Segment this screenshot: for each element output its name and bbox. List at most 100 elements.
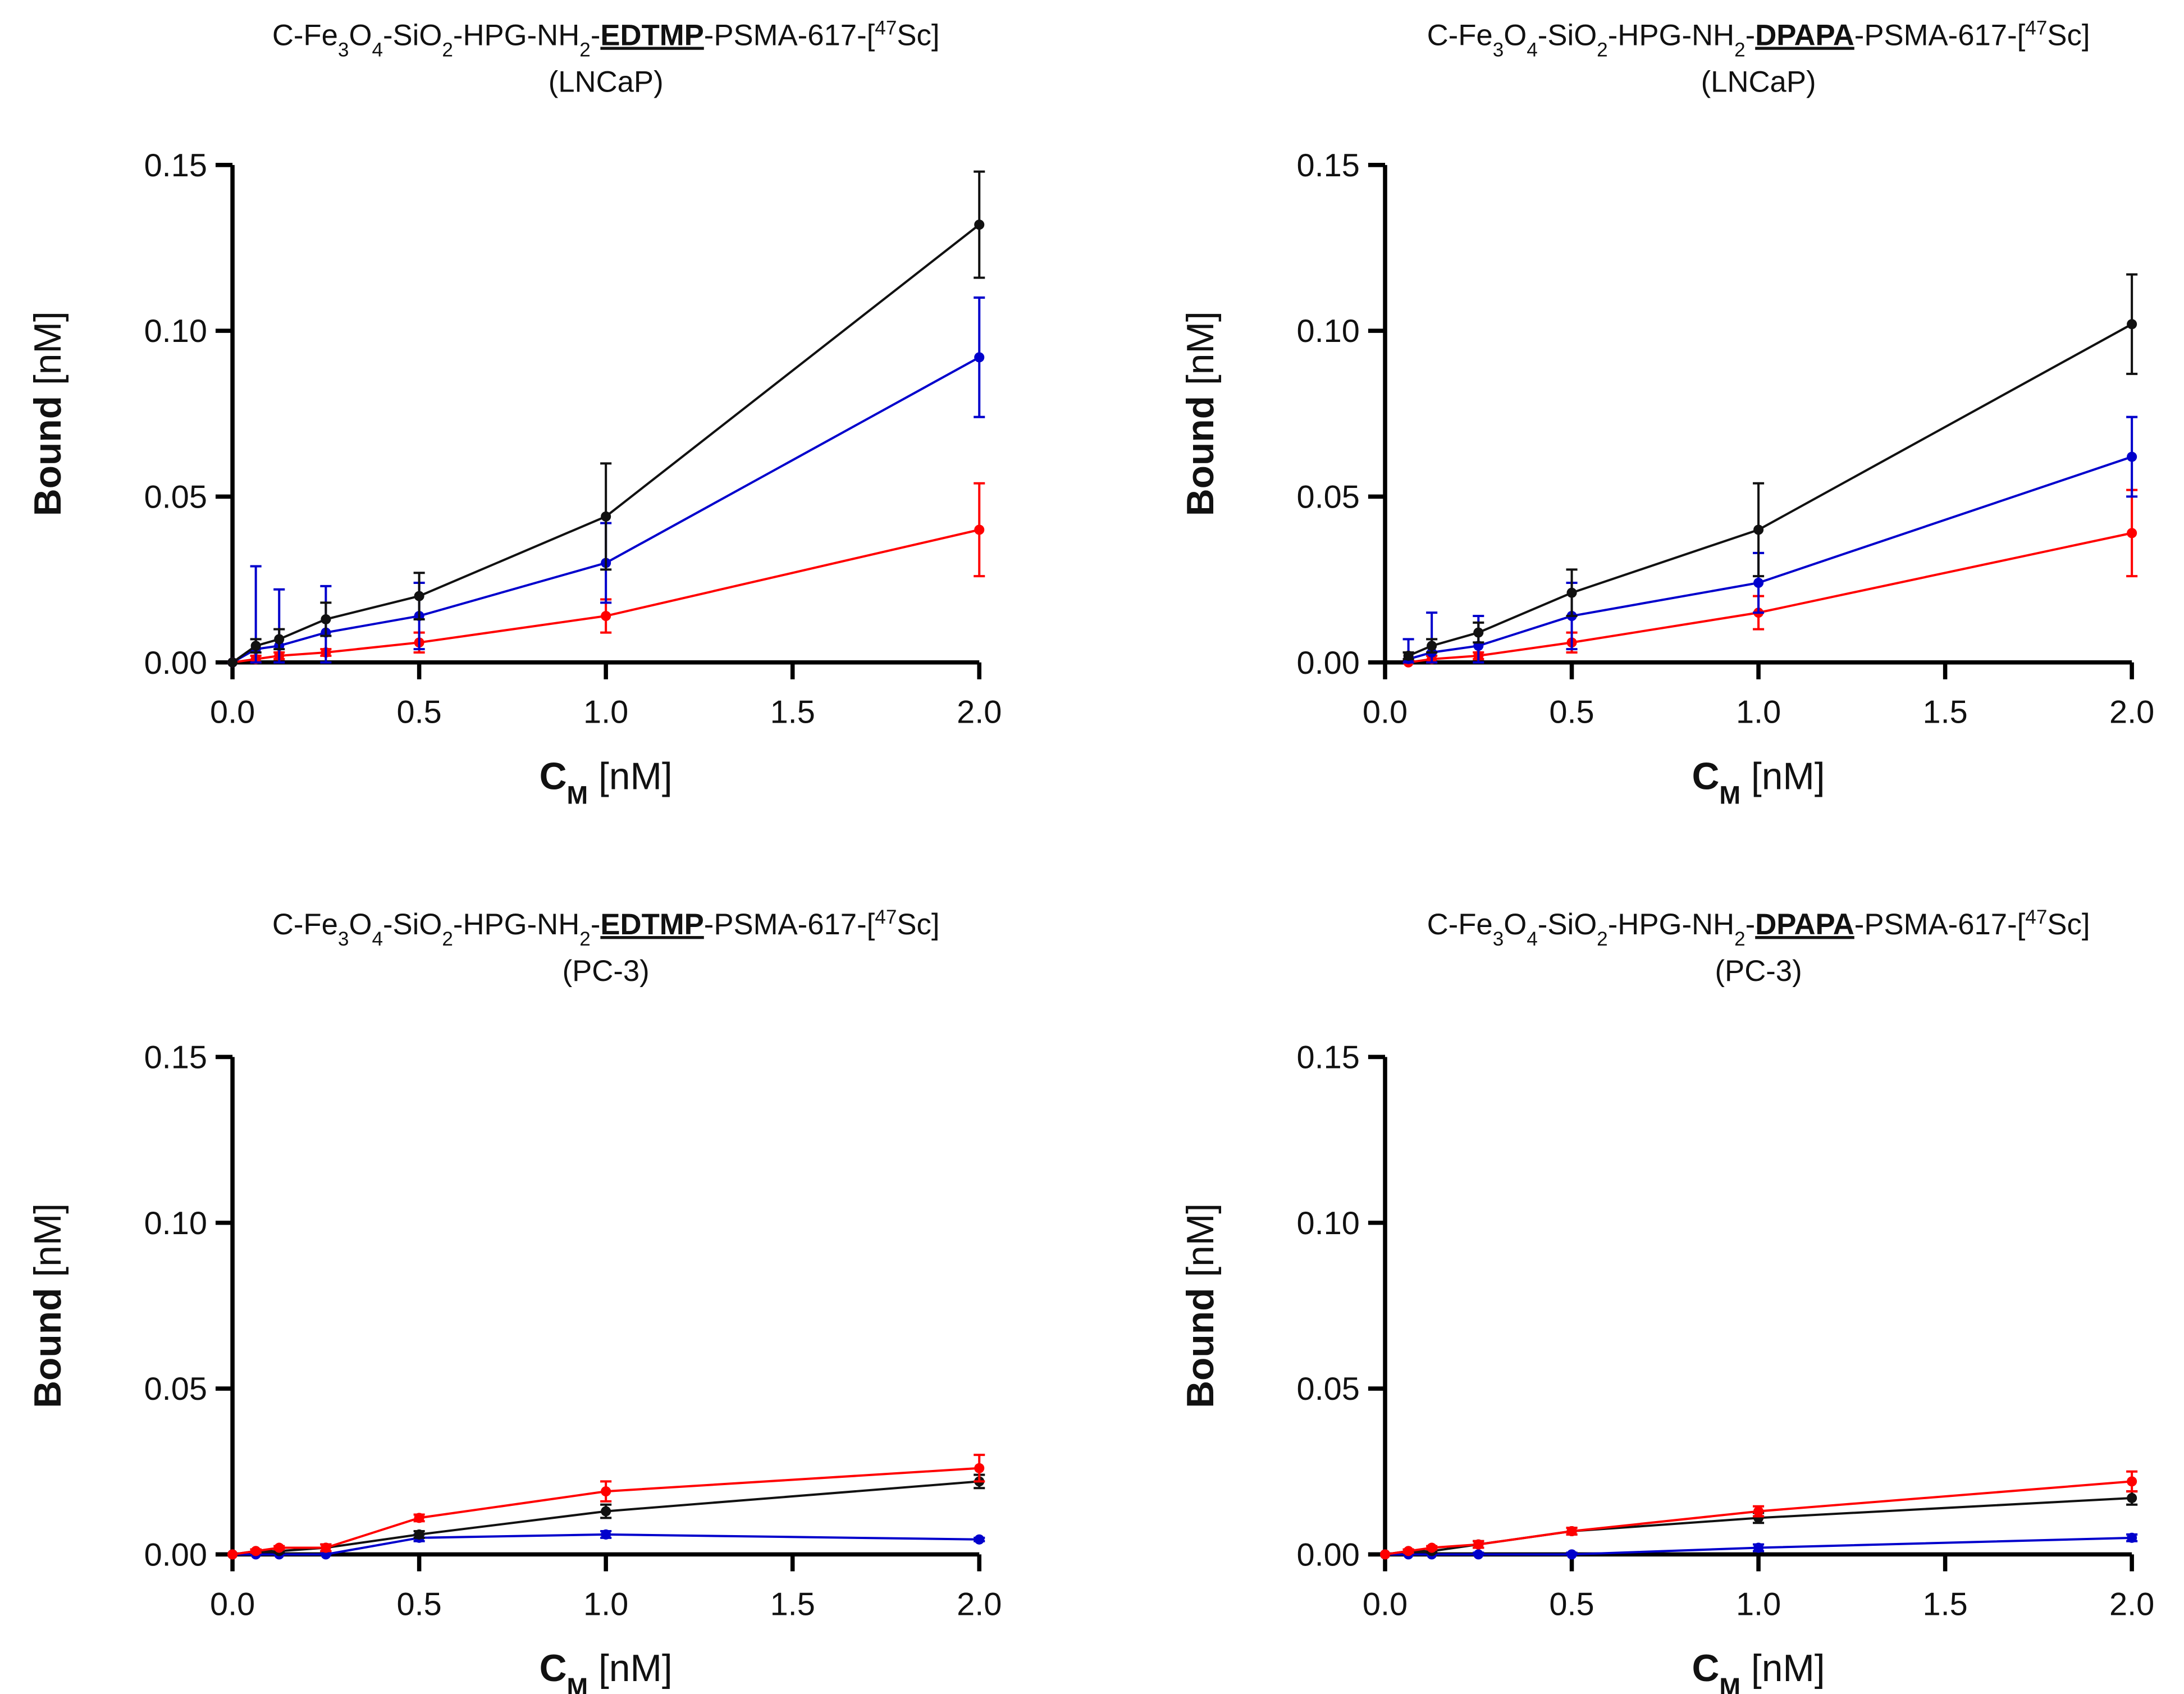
y-label-rest: [nM] bbox=[1180, 311, 1222, 396]
y-label-main: Bound bbox=[27, 396, 69, 516]
data-point bbox=[414, 1529, 424, 1540]
data-point bbox=[974, 352, 985, 363]
title-part: O bbox=[349, 908, 372, 941]
chart-panel-4: C-Fe3O4-SiO2-HPG-NH2-DPAPA-PSMA-617-[47S… bbox=[1180, 906, 2154, 1694]
data-point bbox=[1753, 1542, 1764, 1553]
series-blue bbox=[1402, 415, 2138, 664]
title-part: - bbox=[1746, 19, 1756, 52]
data-point bbox=[414, 1513, 424, 1523]
y-axis-label: Bound [nM] bbox=[27, 311, 69, 516]
y-tick-label: 0.15 bbox=[144, 1040, 207, 1076]
y-tick-label: 0.10 bbox=[144, 1206, 207, 1241]
data-point bbox=[274, 1542, 285, 1553]
data-point bbox=[1566, 1549, 1577, 1560]
series-black bbox=[227, 170, 985, 668]
title-part: 47 bbox=[875, 17, 897, 39]
y-label-main: Bound bbox=[1180, 396, 1222, 516]
title-part: 4 bbox=[372, 928, 383, 950]
series-red bbox=[1379, 1470, 2138, 1560]
chart-subtitle: (PC-3) bbox=[563, 955, 650, 988]
x-axis-label: CM [nM] bbox=[540, 756, 673, 810]
data-point bbox=[601, 1506, 611, 1517]
series-black bbox=[1402, 273, 2138, 661]
title-part: 2 bbox=[579, 39, 591, 61]
y-tick-label: 0.10 bbox=[1296, 1206, 1359, 1241]
data-point bbox=[974, 524, 985, 535]
y-tick-label: 0.05 bbox=[1296, 480, 1359, 515]
y-tick-label: 0.15 bbox=[1296, 1040, 1359, 1076]
title-part: -SiO bbox=[383, 908, 442, 941]
title-part: 3 bbox=[338, 928, 349, 950]
title-part: - bbox=[591, 19, 601, 52]
title-part: 47 bbox=[2025, 906, 2047, 928]
chart-panel-3: C-Fe3O4-SiO2-HPG-NH2-EDTMP-PSMA-617-[47S… bbox=[27, 906, 1002, 1694]
title-part: Sc] bbox=[897, 19, 939, 52]
data-point bbox=[2127, 1532, 2137, 1543]
x-label-rest: [nM] bbox=[1740, 1647, 1825, 1690]
x-tick-label: 0.5 bbox=[1549, 1586, 1594, 1622]
title-part: -SiO bbox=[383, 19, 442, 52]
title-part: 47 bbox=[875, 906, 897, 928]
x-tick-label: 0.0 bbox=[210, 1586, 255, 1622]
y-label-main: Bound bbox=[1180, 1287, 1222, 1408]
title-part: O bbox=[1504, 19, 1527, 52]
chart-panel-2: C-Fe3O4-SiO2-HPG-NH2-DPAPA-PSMA-617-[47S… bbox=[1180, 17, 2154, 809]
title-part: -PSMA-617-[ bbox=[704, 19, 875, 52]
y-tick-label: 0.15 bbox=[144, 148, 207, 184]
chart-subtitle: (LNCaP) bbox=[1701, 65, 1816, 98]
title-part: 3 bbox=[1493, 39, 1504, 61]
data-point bbox=[601, 511, 611, 522]
x-tick-label: 0.5 bbox=[397, 1586, 442, 1622]
y-tick-label: 0.05 bbox=[144, 480, 207, 515]
title-part: 2 bbox=[1597, 928, 1608, 950]
y-tick-label: 0.05 bbox=[144, 1371, 207, 1407]
title-part: DPAPA bbox=[1755, 19, 1854, 52]
title-part: -PSMA-617-[ bbox=[1854, 908, 2026, 941]
title-part: DPAPA bbox=[1755, 908, 1854, 941]
data-point bbox=[1379, 1549, 1391, 1560]
x-label-rest: [nM] bbox=[588, 756, 673, 798]
data-point bbox=[974, 1534, 985, 1545]
y-axis-label: Bound [nM] bbox=[27, 1203, 69, 1408]
data-point bbox=[974, 1463, 985, 1473]
title-part: 3 bbox=[1493, 928, 1504, 950]
title-part: C-Fe bbox=[272, 908, 338, 941]
data-point bbox=[2127, 451, 2137, 462]
x-tick-label: 0.0 bbox=[1363, 1586, 1408, 1622]
title-part: 2 bbox=[442, 928, 453, 950]
data-point bbox=[1753, 577, 1764, 588]
title-part: -SiO bbox=[1538, 908, 1597, 941]
chart-subtitle: (LNCaP) bbox=[549, 65, 664, 98]
title-part: -HPG-NH bbox=[453, 908, 579, 941]
data-point bbox=[2127, 1492, 2137, 1503]
chart-subtitle: (PC-3) bbox=[1715, 955, 1802, 988]
y-tick-label: 0.10 bbox=[144, 313, 207, 349]
title-part: EDTMP bbox=[600, 908, 703, 941]
title-part: O bbox=[349, 19, 372, 52]
series-red bbox=[227, 1454, 985, 1560]
title-part: C-Fe bbox=[1427, 19, 1493, 52]
data-point bbox=[250, 641, 261, 651]
y-tick-label: 0.00 bbox=[144, 645, 207, 681]
chart-title: C-Fe3O4-SiO2-HPG-NH2-EDTMP-PSMA-617-[47S… bbox=[272, 906, 940, 950]
data-point bbox=[1566, 1526, 1577, 1537]
x-label-rest: [nM] bbox=[588, 1647, 673, 1690]
y-label-rest: [nM] bbox=[27, 1203, 69, 1288]
x-label-main: C bbox=[540, 756, 567, 798]
data-point bbox=[227, 1549, 238, 1560]
data-point bbox=[601, 611, 611, 622]
title-part: 2 bbox=[1734, 928, 1746, 950]
x-tick-label: 1.0 bbox=[1736, 1586, 1781, 1622]
series-line bbox=[1408, 532, 2132, 664]
title-part: 2 bbox=[579, 928, 591, 950]
y-label-main: Bound bbox=[27, 1287, 69, 1408]
data-point bbox=[1473, 627, 1484, 638]
data-point bbox=[2127, 528, 2137, 538]
y-tick-label: 0.00 bbox=[144, 1537, 207, 1573]
data-point bbox=[1427, 641, 1437, 651]
title-part: 4 bbox=[1527, 39, 1538, 61]
data-point bbox=[274, 634, 285, 645]
x-tick-label: 0.0 bbox=[1363, 695, 1408, 730]
title-part: - bbox=[591, 908, 601, 941]
